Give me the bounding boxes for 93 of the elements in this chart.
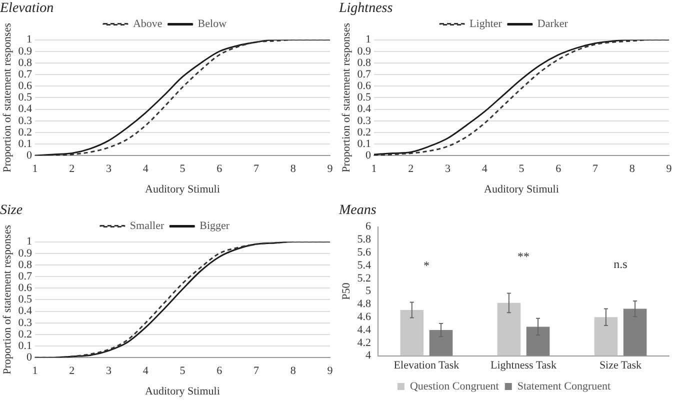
y-tick-label: 0.9 xyxy=(18,45,32,58)
x-tick-label: 6 xyxy=(556,163,562,176)
y-axis-title: Proportion of statement responses xyxy=(1,22,14,172)
y-tick-label: 0.2 xyxy=(18,328,32,340)
x-axis-title: Auditory Stimuli xyxy=(145,183,220,196)
y-tick-label: 0.5 xyxy=(357,92,372,104)
y-tick-label: 4 xyxy=(365,350,372,362)
y-tick-label: 4.6 xyxy=(357,310,372,323)
y-tick-label: 0.5 xyxy=(18,294,32,306)
y-tick-label: 4.4 xyxy=(357,324,372,336)
annotation: n.s xyxy=(614,257,628,272)
x-tick-label: 8 xyxy=(629,163,636,176)
y-tick-label: 0.5 xyxy=(18,92,32,104)
x-tick-label: 9 xyxy=(327,163,334,176)
y-tick-label: 0.8 xyxy=(357,56,372,69)
y-tick-label: 0.1 xyxy=(18,138,32,150)
y-tick-label: 0.9 xyxy=(357,45,372,58)
y-tick-label: 0.7 xyxy=(18,68,32,80)
x-tick-label: 5 xyxy=(518,163,525,176)
x-tick-label: Size Task xyxy=(599,359,642,372)
annotation: * xyxy=(423,258,430,272)
chart-title: Size xyxy=(0,203,23,218)
y-axis-title: Proportion of statement responses xyxy=(1,224,14,374)
y-tick-label: 0 xyxy=(26,351,32,364)
y-tick-label: 0.9 xyxy=(18,247,32,260)
y-tick-label: 6 xyxy=(365,220,372,233)
y-tick-label: 0.3 xyxy=(357,114,372,127)
y-tick-label: 4.8 xyxy=(357,298,372,310)
y-tick-label: 0.3 xyxy=(18,114,32,127)
x-tick-label: 3 xyxy=(106,163,112,176)
x-tick-label: 4 xyxy=(142,163,149,176)
y-tick-label: 0.7 xyxy=(18,270,32,282)
legend-label: Above xyxy=(132,18,162,30)
y-tick-label: 0.7 xyxy=(357,68,372,80)
x-tick-label: 4 xyxy=(142,365,149,378)
y-tick-label: 0.1 xyxy=(357,138,371,150)
legend-label: Lighter xyxy=(470,18,502,30)
y-tick-label: 4.2 xyxy=(357,336,371,349)
x-tick-label: 6 xyxy=(216,365,223,378)
x-tick-label: 6 xyxy=(216,163,223,176)
y-tick-label: 0.4 xyxy=(18,103,32,116)
y-tick-label: 0.3 xyxy=(18,316,32,329)
y-tick-label: 5.4 xyxy=(357,259,372,272)
y-tick-label: 0.8 xyxy=(18,258,32,271)
x-tick-label: 5 xyxy=(180,163,186,176)
annotation: ** xyxy=(517,249,530,264)
y-tick-label: 0.6 xyxy=(18,80,32,92)
legend-label: Darker xyxy=(537,18,568,30)
chart-title: Lightness xyxy=(338,1,394,16)
y-tick-label: 0 xyxy=(26,149,32,162)
y-tick-label: 0.4 xyxy=(18,305,32,318)
x-tick-label: Elevation Task xyxy=(394,359,460,372)
y-tick-label: 5.8 xyxy=(357,234,372,246)
y-tick-label: 0.6 xyxy=(18,282,32,294)
y-tick-label: 0.6 xyxy=(357,80,372,92)
legend-label: Statement Congruent xyxy=(517,380,611,392)
y-tick-label: 5.2 xyxy=(357,272,371,284)
x-tick-label: 7 xyxy=(253,365,260,378)
legend-label: Below xyxy=(198,18,227,30)
x-tick-label: 8 xyxy=(290,163,296,176)
legend-label: Bigger xyxy=(200,220,230,232)
y-tick-label: 5.6 xyxy=(357,246,372,258)
x-tick-label: 5 xyxy=(180,365,186,378)
chart-title: Means xyxy=(338,203,377,218)
x-tick-label: 9 xyxy=(327,365,334,378)
x-tick-label: 2 xyxy=(408,163,414,176)
x-tick-label: 3 xyxy=(444,163,451,176)
x-tick-label: 9 xyxy=(666,163,672,176)
x-tick-label: 7 xyxy=(592,163,598,176)
x-tick-label: 4 xyxy=(482,163,488,176)
y-tick-label: 0.2 xyxy=(357,126,371,138)
y-tick-label: 5 xyxy=(365,285,372,298)
x-tick-label: 8 xyxy=(290,365,296,378)
x-axis-title: Auditory Stimuli xyxy=(145,385,220,398)
x-tick-label: 3 xyxy=(106,365,112,378)
chart-title: Elevation xyxy=(0,1,54,16)
x-tick-label: 7 xyxy=(253,163,260,176)
y-tick-label: 0 xyxy=(365,149,372,162)
x-axis-title: Auditory Stimuli xyxy=(484,183,559,196)
y-axis-title: P50 xyxy=(340,282,352,300)
x-tick-label: 2 xyxy=(69,163,75,176)
y-tick-label: 1 xyxy=(365,34,371,46)
y-tick-label: 0.4 xyxy=(357,103,372,116)
x-tick-label: 2 xyxy=(69,365,75,378)
y-tick-label: 1 xyxy=(26,236,32,248)
legend-label: Question Congruent xyxy=(410,380,499,392)
y-tick-label: 0.8 xyxy=(18,56,32,69)
y-tick-label: 1 xyxy=(26,34,32,46)
y-tick-label: 0.1 xyxy=(18,340,32,352)
y-axis-title: Proportion of statement responses xyxy=(340,22,352,172)
legend-label: Smaller xyxy=(130,220,164,232)
y-tick-label: 0.2 xyxy=(18,126,32,138)
x-tick-label: Lightness Task xyxy=(490,359,557,372)
